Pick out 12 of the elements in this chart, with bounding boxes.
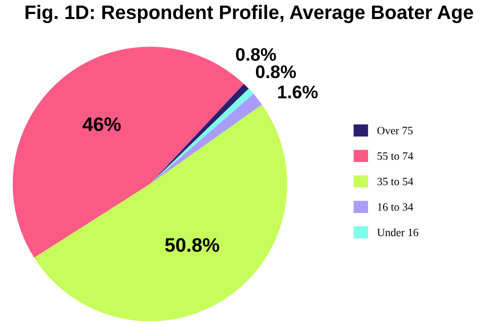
chart-title: Fig. 1D: Respondent Profile, Average Boater Age <box>26 4 474 24</box>
legend-label: Under 16 <box>377 228 418 236</box>
legend-label: 55 to 74 <box>378 152 414 160</box>
pie-slice <box>34 104 288 322</box>
data-label: 0.8% <box>256 65 296 78</box>
data-label: 46% <box>82 117 121 132</box>
legend-label: 35 to 54 <box>377 178 414 186</box>
data-label: 1.6% <box>278 86 318 98</box>
data-label: 0.8% <box>236 48 276 61</box>
data-label: 50.8% <box>165 238 220 252</box>
legend-label: Over 75 <box>377 126 413 134</box>
legend-label: 16 to 34 <box>378 203 414 211</box>
